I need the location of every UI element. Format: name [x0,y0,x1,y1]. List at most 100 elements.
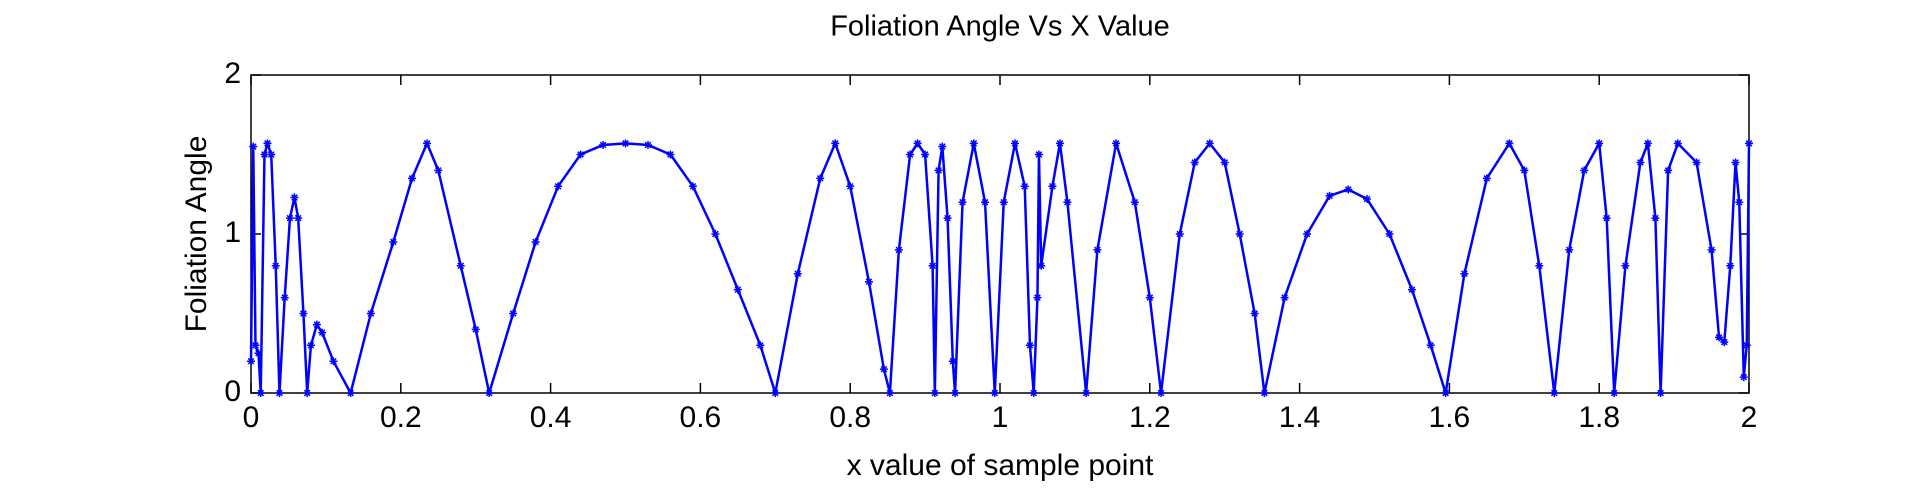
data-point [943,214,952,223]
data-point [1505,139,1514,148]
data-point [303,389,312,397]
data-point [930,389,939,397]
data-point [423,139,432,148]
data-point [531,237,540,246]
data-point [1707,245,1716,254]
data-point [733,285,742,294]
data-point [1550,389,1559,397]
data-point [509,309,518,318]
data-point [1482,174,1491,183]
data-point [864,277,873,286]
data-point [1407,285,1416,294]
data-point [934,166,943,175]
data-point [1595,139,1604,148]
data-point [913,139,922,148]
x-tick-label: 1 [992,401,1009,434]
data-point [1344,185,1353,194]
data-point [263,139,272,148]
x-tick-label: 0.4 [530,401,572,434]
data-point [1082,389,1091,397]
data-point [958,198,967,207]
data-point [1735,198,1744,207]
data-point [1112,139,1121,148]
data-point [1033,293,1042,302]
data-point [990,389,999,397]
data-point [1720,338,1729,347]
data-point [294,214,303,223]
data-point [1020,182,1029,191]
data-point [1602,214,1611,223]
data-point [1441,389,1450,397]
data-point [1190,158,1199,167]
x-tick-label: 2 [1741,401,1758,434]
data-point [1565,245,1574,254]
x-tick-label: 0.6 [680,401,722,434]
chart-title: Foliation Angle Vs X Value [830,11,1170,43]
data-point [1731,158,1740,167]
data-point [643,140,652,149]
data-point [1745,139,1753,148]
data-point [599,140,608,149]
data-point [1636,158,1645,167]
data-point [1520,166,1529,175]
data-point [666,150,675,159]
data-point [280,293,289,302]
data-point [471,325,480,334]
data-point [1055,139,1064,148]
data-point [1037,261,1046,270]
data-point [366,309,375,318]
x-tick-label: 1.6 [1429,401,1471,434]
data-point [346,389,355,397]
x-tick-label: 1.2 [1129,401,1171,434]
data-point [831,139,840,148]
x-tick-label: 0.2 [380,401,422,434]
data-point [1280,293,1289,302]
x-tick-label: 1.4 [1279,401,1321,434]
data-point [948,357,957,366]
data-point [999,198,1008,207]
data-point [1643,139,1652,148]
y-tick-label: 2 [224,57,241,90]
plot-frame [250,74,1750,394]
data-point [1385,230,1394,238]
data-point [846,182,855,191]
data-point [1325,191,1334,200]
data-point [434,166,443,175]
data-point [576,150,585,159]
data-point [1205,139,1214,148]
data-point [894,245,903,254]
y-tick-label: 1 [224,216,241,249]
data-point [1145,293,1154,302]
data-point [260,150,269,159]
data-point [329,357,338,366]
data-point [1048,182,1057,191]
data-point [793,269,802,278]
data-point [711,230,720,238]
data-point [389,237,398,246]
x-tick-label: 0.8 [829,401,871,434]
data-line [249,142,1751,395]
data-point [1363,195,1372,204]
data-point [456,261,465,270]
data-point [816,174,825,183]
data-point [554,182,563,191]
data-point [256,389,265,397]
data-point [271,261,280,270]
data-point [312,320,321,329]
data-point [1580,166,1589,175]
data-point [251,341,260,350]
data-point [247,357,255,366]
data-point [1715,333,1724,342]
data-point [621,139,630,148]
data-point [951,389,960,397]
x-tick-label: 1.8 [1578,401,1620,434]
data-point [1656,389,1665,397]
data-point [771,389,780,397]
data-point [921,150,930,159]
data-point [981,198,990,207]
data-point [299,309,308,318]
data-point [1742,341,1751,350]
data-point [1175,230,1184,238]
